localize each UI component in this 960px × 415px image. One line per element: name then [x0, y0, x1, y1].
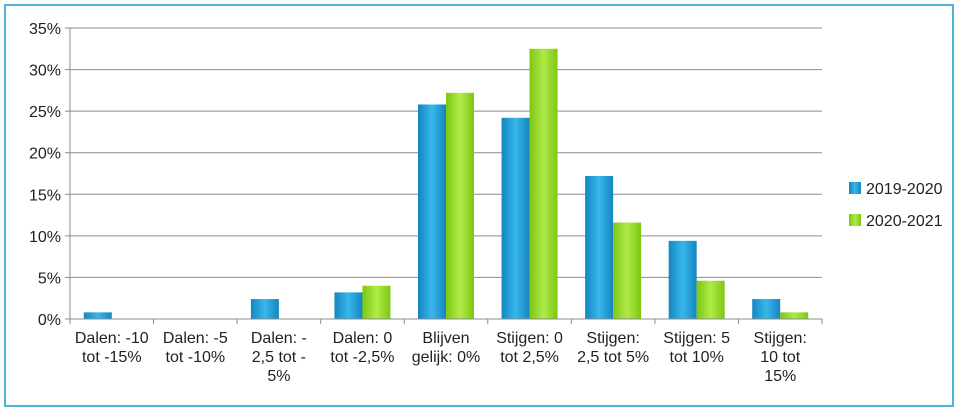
bars [83, 48, 809, 320]
chart-frame [4, 4, 954, 407]
bar-2020-2021 [780, 312, 809, 319]
y-tick-label: 25% [29, 104, 61, 121]
x-tick-label: tot -15% [82, 349, 142, 366]
y-tick-label: 0% [38, 312, 61, 329]
bar-2020-2021 [362, 285, 391, 319]
legend: 2019-2020 2020-2021 [849, 181, 943, 230]
legend-label: 2020-2021 [866, 213, 943, 230]
legend-swatch [849, 214, 861, 226]
legend-label: 2019-2020 [866, 181, 943, 198]
x-tick-label: 15% [764, 368, 796, 385]
y-tick-label: 30% [29, 63, 61, 80]
x-axis: Dalen: -10 tot -15% Dalen: -5 tot -10% Dalen… [69, 318, 823, 385]
bar-2019-2020 [418, 104, 446, 320]
y-tick-label: 20% [29, 146, 61, 163]
y-axis: 0% 5% 10% 15% 20% 25% 30% 35% [29, 21, 71, 329]
bar-2019-2020 [250, 299, 279, 319]
x-tick-label: tot 2,5% [500, 349, 559, 366]
x-tick-label: 2,5 tot - [252, 349, 306, 366]
x-tick-label: 10 tot [760, 349, 801, 366]
bar-2019-2020 [585, 175, 614, 319]
x-tick-label: Stijgen: [754, 330, 807, 347]
x-tick-label: tot 10% [670, 349, 724, 366]
bar-2019-2020 [752, 299, 781, 319]
y-tick-label: 35% [29, 21, 61, 38]
x-tick-label: Stijgen: [586, 330, 639, 347]
bar-2019-2020 [501, 117, 530, 320]
x-tick-label: 5% [267, 368, 290, 385]
bar-2020-2021 [613, 222, 642, 319]
x-tick-label: tot -10% [166, 349, 226, 366]
legend-swatch [849, 182, 861, 194]
x-tick-label: Stijgen: 5 [663, 330, 730, 347]
x-tick-label: Blijven [422, 330, 469, 347]
bar-2020-2021 [446, 92, 474, 319]
bar-2019-2020 [83, 312, 112, 319]
x-tick-label: Dalen: 0 [333, 330, 393, 347]
y-tick-label: 15% [29, 187, 61, 204]
x-tick-label: Dalen: -5 [163, 330, 228, 347]
bar-2020-2021 [529, 48, 558, 320]
bar-2020-2021 [696, 280, 725, 319]
bar-2019-2020 [668, 240, 697, 319]
x-tick-label: tot -2,5% [330, 349, 394, 366]
x-tick-label: Dalen: -10 [75, 330, 149, 347]
x-tick-label: Dalen: - [251, 330, 307, 347]
bar-2019-2020 [334, 292, 363, 319]
y-tick-label: 10% [29, 229, 61, 246]
y-tick-label: 5% [38, 270, 61, 287]
x-tick-label: gelijk: 0% [412, 349, 480, 366]
x-tick-label: Stijgen: 0 [496, 330, 563, 347]
x-tick-label: 2,5 tot 5% [577, 349, 649, 366]
